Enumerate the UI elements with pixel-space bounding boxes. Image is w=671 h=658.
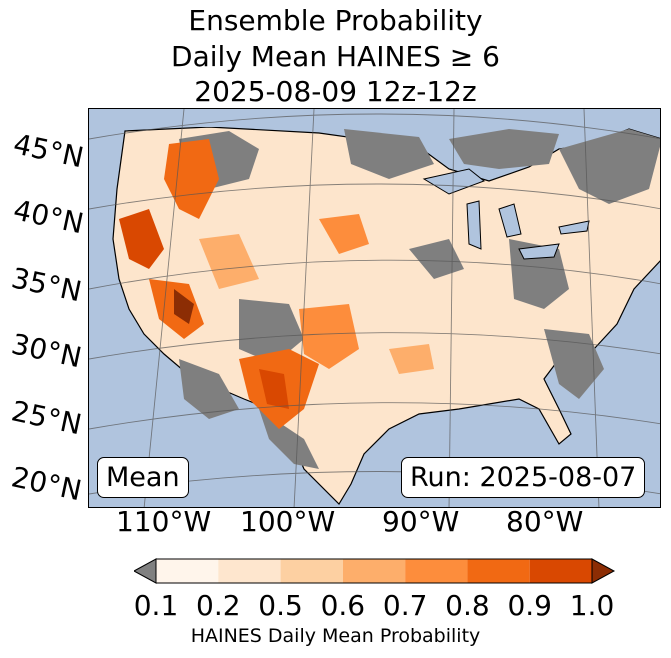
colorbar-tick-label: 0.1 — [133, 589, 179, 622]
lon-label-80: 80°W — [506, 505, 584, 538]
colorbar-cell — [218, 559, 281, 583]
colorbar-tick-label: 0.9 — [507, 589, 552, 622]
colorbar-under-arrow — [134, 558, 157, 584]
run-date-box: Run: 2025-08-07 — [401, 457, 646, 498]
lat-label-45: 45°N — [10, 127, 87, 175]
great-lakes — [422, 168, 590, 260]
lon-label-90: 90°W — [382, 505, 460, 538]
map-panel — [88, 108, 661, 508]
colorbar-tick-label: 0.8 — [445, 589, 490, 622]
colorbar-cell — [342, 559, 406, 583]
colorbar — [134, 558, 616, 584]
colorbar-label: HAINES Daily Mean Probability — [190, 625, 481, 647]
colorbar-tick-label: 0.2 — [196, 589, 241, 622]
colorbar-tick-label: 0.6 — [320, 589, 366, 622]
colorbar-cell — [280, 559, 343, 583]
title-line-2: Daily Mean HAINES ≥ 6 — [171, 40, 500, 73]
colorbar-cell — [467, 559, 530, 583]
colorbar-cell — [529, 559, 592, 583]
lat-label-20: 20°N — [8, 460, 85, 508]
colorbar-cell — [405, 559, 468, 583]
lon-label-110: 110°W — [116, 505, 212, 538]
colorbar-cell — [156, 559, 219, 583]
colorbar-tick-label: 0.7 — [382, 589, 428, 622]
lat-label-30: 30°N — [8, 327, 85, 375]
colorbar-tick-label: 1.0 — [569, 589, 615, 622]
map-canvas — [89, 109, 660, 507]
lat-label-25: 25°N — [8, 394, 85, 442]
lat-label-35: 35°N — [8, 261, 85, 309]
statistic-label-box: Mean — [97, 457, 189, 498]
colorbar-cells — [155, 558, 593, 584]
title-line-3: 2025-08-09 12z-12z — [194, 75, 477, 108]
lon-label-100: 100°W — [240, 505, 336, 538]
lat-label-40: 40°N — [10, 193, 87, 241]
colorbar-tick-label: 0.5 — [258, 589, 303, 622]
colorbar-over-arrow — [591, 558, 616, 584]
title-line-1: Ensemble Probability — [188, 4, 483, 37]
